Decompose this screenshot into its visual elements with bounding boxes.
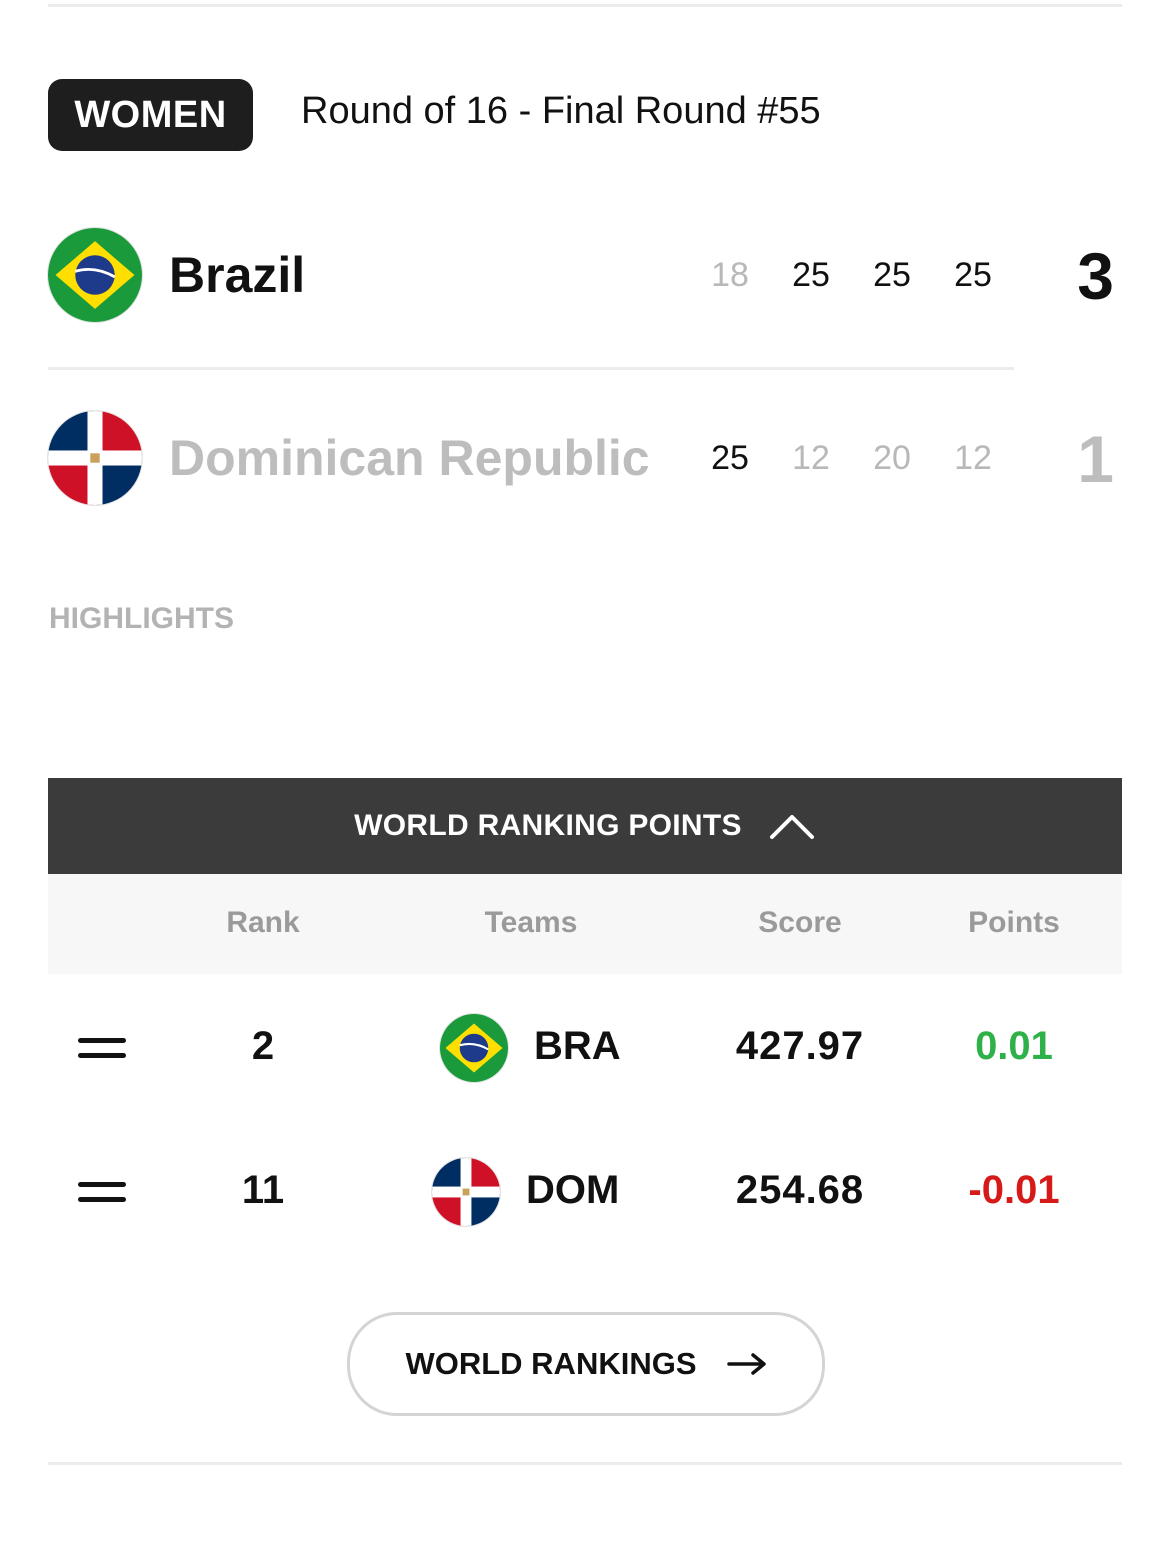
world-ranking-points-label: WORLD RANKING POINTS (354, 809, 742, 842)
team-name: Brazil (169, 247, 306, 303)
column-header-rank: Rank (226, 906, 300, 939)
equals-icon (78, 1182, 126, 1204)
team-code: BRA (534, 1024, 621, 1068)
team-row-dominican-republic[interactable]: Dominican Republic 25 12 20 12 1 (48, 411, 1122, 507)
ranking-score: 254.68 (735, 1168, 865, 1212)
rank-value: 11 (241, 1168, 285, 1212)
team-divider (48, 367, 1014, 370)
column-header-teams: Teams (484, 906, 578, 939)
set-score: 12 (792, 439, 830, 477)
set-score: 25 (873, 256, 911, 294)
ranking-table-header (48, 874, 1122, 974)
ranking-score: 427.97 (735, 1024, 865, 1068)
team-name: Dominican Republic (169, 430, 650, 486)
round-title: Round of 16 - Final Round #55 (301, 90, 821, 132)
final-score: 3 (1077, 239, 1114, 313)
world-rankings-label: WORLD RANKINGS (405, 1346, 697, 1381)
points-change: 0.01 (975, 1024, 1053, 1068)
points-change: -0.01 (968, 1168, 1060, 1212)
brazil-flag-icon (48, 228, 142, 322)
column-header-points: Points (968, 906, 1060, 939)
dominican-republic-flag-icon (48, 411, 142, 505)
column-header-score: Score (758, 906, 842, 939)
set-score: 25 (792, 256, 830, 294)
set-score: 18 (711, 256, 749, 294)
chevron-up-icon (769, 815, 814, 839)
rank-value: 2 (251, 1024, 275, 1068)
set-score: 12 (954, 439, 992, 477)
highlights-heading: HIGHLIGHTS (49, 602, 234, 635)
set-score: 25 (711, 439, 749, 477)
top-divider (48, 4, 1122, 7)
table-row: 11 DOM 254.68 -0.01 (48, 1142, 1122, 1242)
bottom-divider (48, 1462, 1122, 1465)
equals-icon (78, 1038, 126, 1060)
team-code: DOM (526, 1168, 620, 1212)
category-badge: WOMEN (48, 79, 253, 151)
world-rankings-button[interactable]: WORLD RANKINGS (347, 1312, 825, 1416)
world-ranking-points-toggle[interactable]: WORLD RANKING POINTS (48, 778, 1122, 874)
dominican-republic-flag-icon (432, 1158, 500, 1226)
set-score: 20 (873, 439, 911, 477)
final-score: 1 (1077, 422, 1114, 496)
arrow-right-icon (726, 1353, 766, 1375)
set-score: 25 (954, 256, 992, 294)
team-row-brazil[interactable]: Brazil 18 25 25 25 3 (48, 228, 1122, 324)
brazil-flag-icon (440, 1014, 508, 1082)
table-row: 2 BRA 427.97 0.01 (48, 998, 1122, 1098)
